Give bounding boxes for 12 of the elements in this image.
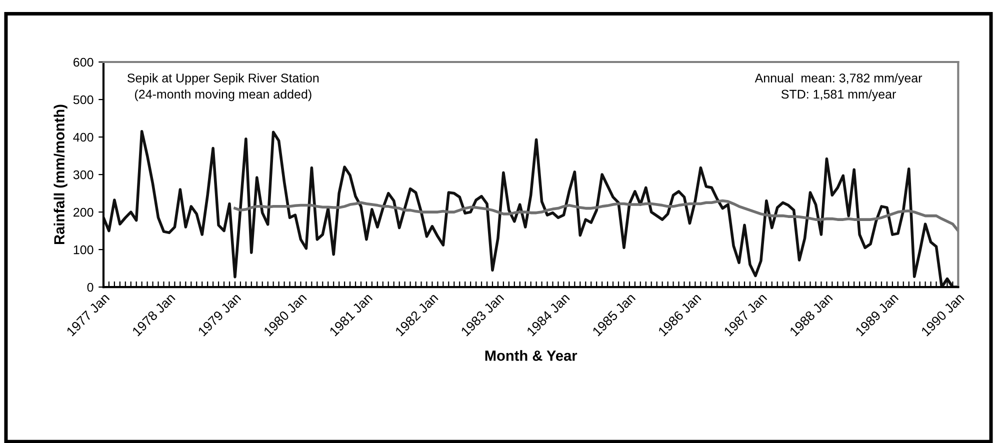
y-tick-label: 300 [73, 170, 94, 180]
annotation: Sepik at Upper Sepik River Station (24-month moving mean added) [127, 73, 319, 102]
y-tick-label: 500 [73, 95, 94, 104]
y-axis-title: Rainfall (mm/month) [54, 104, 68, 244]
annotation: Annual mean: 3,782 mm/year STD: 1,581 mm/year [754, 73, 922, 102]
y-tick-label: 200 [74, 208, 94, 217]
line-series [234, 199, 958, 232]
y-tick-label: 100 [74, 245, 94, 254]
y-tick-label: 0 [87, 282, 94, 292]
y-tick-label: 400 [73, 132, 94, 142]
x-axis-title: Month & Year [485, 350, 578, 361]
y-tick-label: 600 [74, 58, 94, 67]
